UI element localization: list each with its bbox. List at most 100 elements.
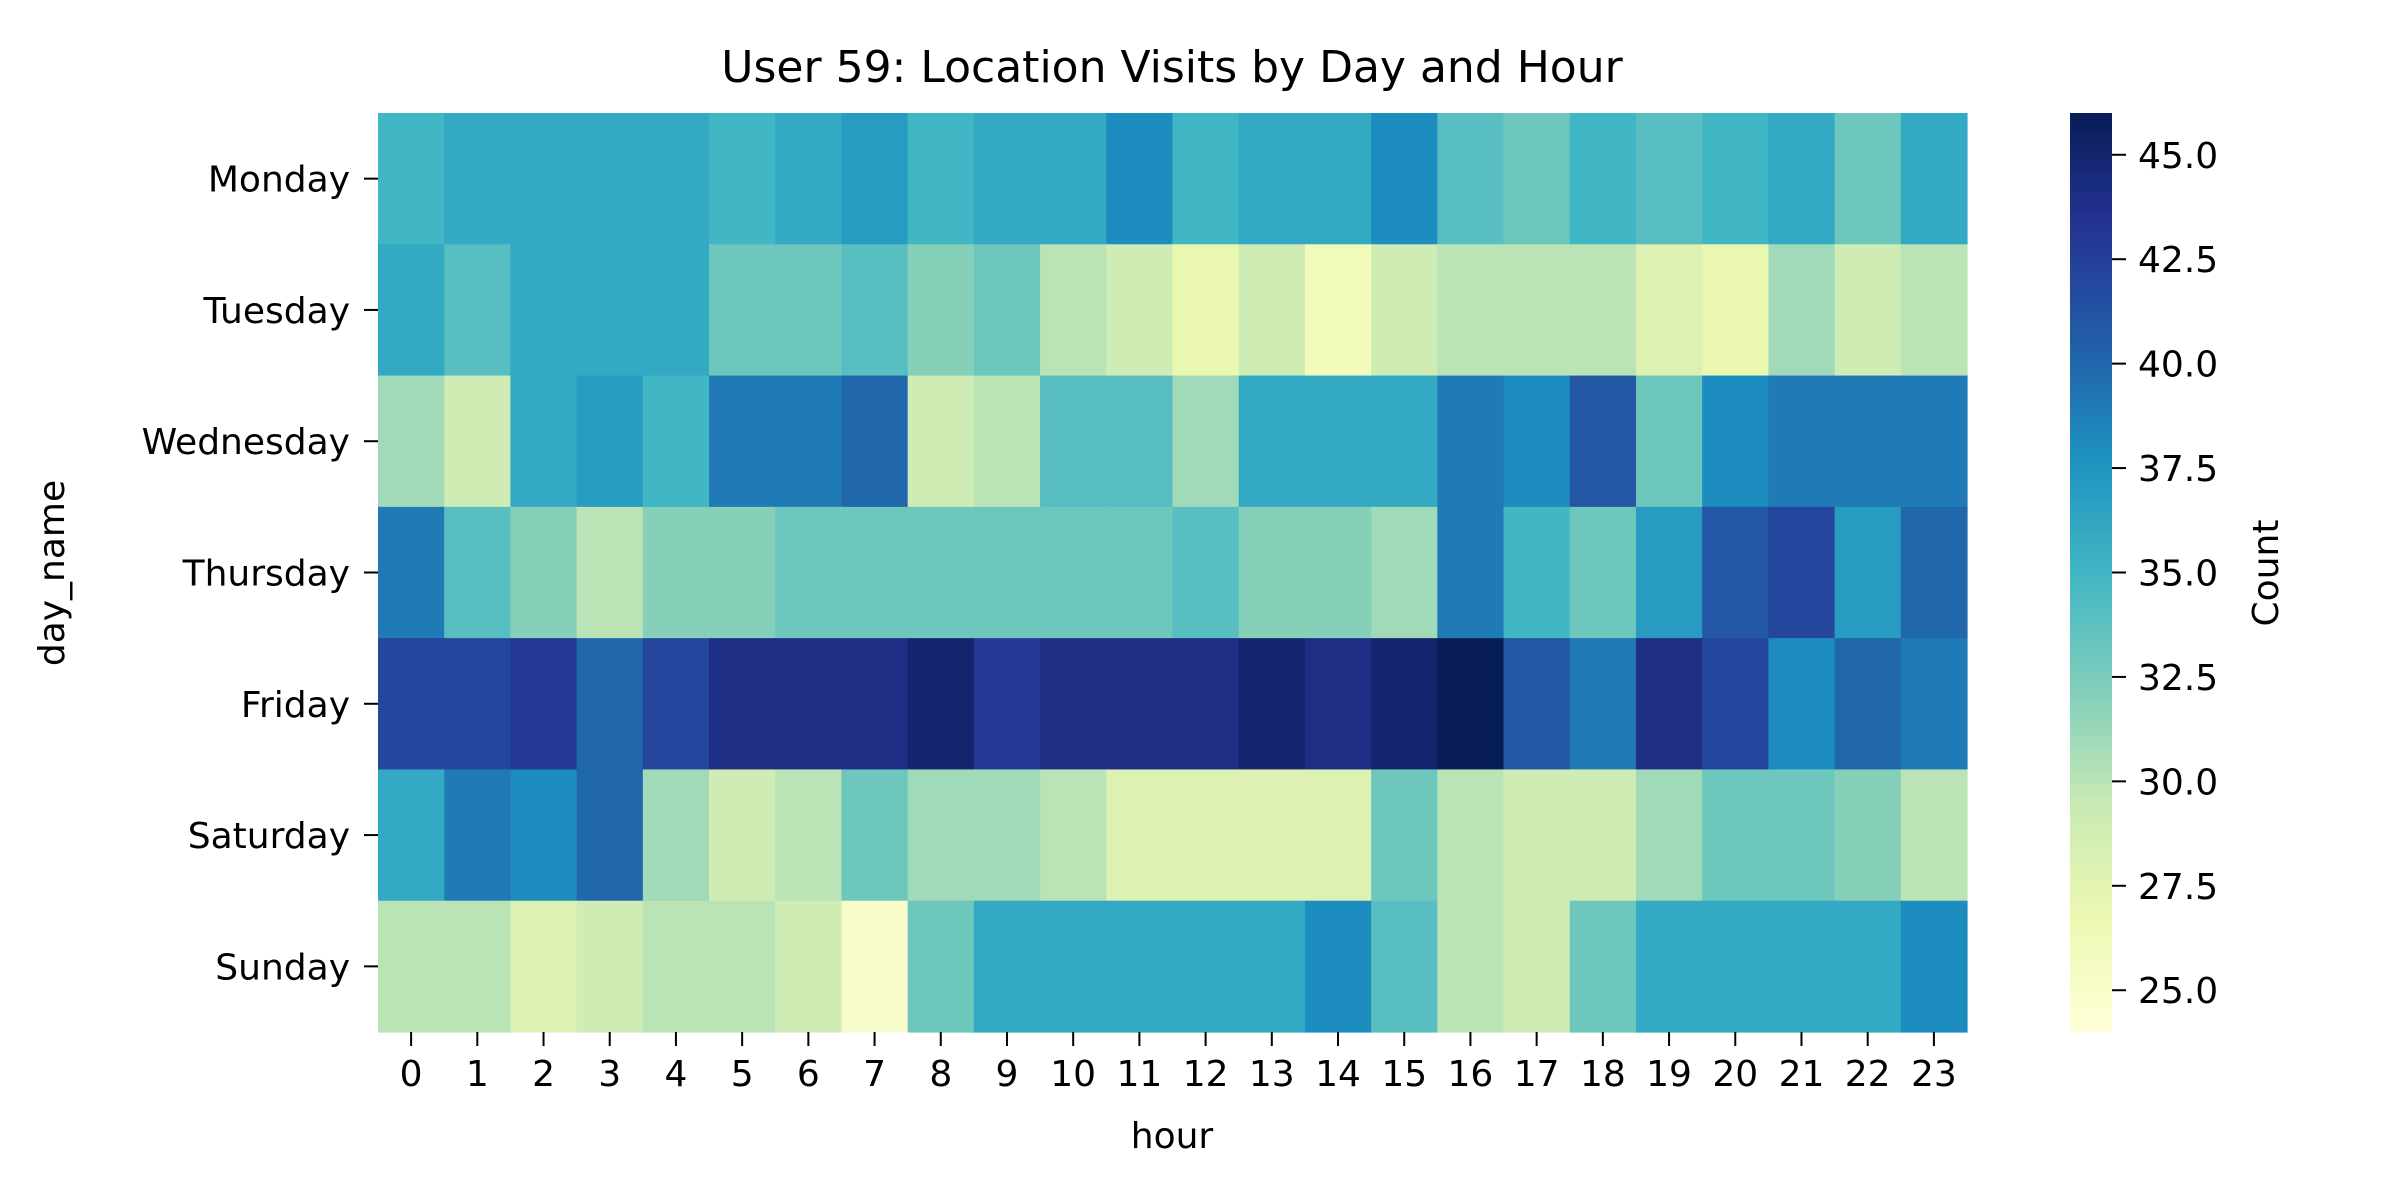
heatmap-cell	[642, 769, 710, 902]
heatmap-cell	[1702, 769, 1769, 902]
x-tick-label: 9	[996, 1054, 1019, 1095]
heatmap-cell	[1503, 506, 1571, 639]
heatmap-cell	[1371, 244, 1438, 377]
heatmap-cell	[1702, 375, 1769, 508]
heatmap-cell	[841, 375, 909, 508]
colorbar: 25.0 27.5 30.0 32.5 35.0 37.5 40.0 42.5 45.0	[2070, 113, 2218, 1032]
heatmap-cell	[1569, 244, 1637, 377]
heatmap-cell	[444, 244, 512, 377]
heatmap-cell	[378, 113, 445, 245]
x-tick-label: 12	[1183, 1054, 1229, 1095]
heatmap-cell	[576, 638, 644, 771]
y-tick-label: Sunday	[215, 947, 350, 988]
heatmap-cell	[1371, 769, 1438, 902]
heatmap-cell	[1569, 638, 1637, 771]
heatmap-cell	[378, 244, 445, 377]
heatmap-cell	[1304, 900, 1372, 1033]
y-tick-label: Wednesday	[142, 422, 350, 463]
heatmap-cell	[1834, 244, 1902, 377]
x-tick-label: 4	[664, 1054, 687, 1095]
heatmap-cell	[1040, 244, 1107, 377]
heatmap-cell	[775, 375, 843, 508]
heatmap-cell	[1106, 244, 1174, 377]
heatmap-cell	[1768, 375, 1836, 508]
x-axis: 0 1 2 3 4 5 6 7 8 9 10 11 12 13 14 15 16 17 18 19 20 21 22 23	[400, 1032, 1957, 1095]
heatmap-cell	[1503, 113, 1571, 245]
heatmap-cell	[1702, 113, 1769, 245]
heatmap-cell	[1371, 375, 1438, 508]
heatmap-cell	[510, 113, 578, 245]
x-tick-label: 10	[1050, 1054, 1096, 1095]
heatmap-cell	[642, 638, 710, 771]
heatmap-cell	[1371, 506, 1438, 639]
heatmap-cell	[1172, 244, 1240, 377]
heatmap-cell	[841, 113, 909, 245]
x-tick-label: 13	[1249, 1054, 1295, 1095]
heatmap-cell	[1569, 375, 1637, 508]
heatmap-cell	[1371, 113, 1438, 245]
heatmap-cell	[576, 900, 644, 1033]
y-axis-label: day_name	[32, 480, 73, 666]
heatmap-cell	[1238, 769, 1306, 902]
heatmap-cell	[1106, 375, 1174, 508]
heatmap-cell	[1238, 638, 1306, 771]
heatmap-cell	[1900, 244, 1968, 377]
y-tick-label: Friday	[241, 685, 350, 726]
heatmap-cell	[1172, 900, 1240, 1033]
heatmap-cell	[510, 900, 578, 1033]
heatmap-cell	[378, 638, 445, 771]
heatmap-cell	[709, 506, 776, 639]
heatmap-cell	[444, 900, 512, 1033]
heatmap-cell	[1635, 244, 1703, 377]
x-axis-label: hour	[1131, 1116, 1214, 1157]
x-tick-label: 6	[797, 1054, 820, 1095]
heatmap-cell	[1106, 769, 1174, 902]
x-tick-label: 20	[1712, 1054, 1758, 1095]
heatmap-cell	[709, 638, 776, 771]
colorbar-tick-label: 27.5	[2138, 867, 2218, 908]
heatmap-cell	[642, 113, 710, 245]
heatmap-cell	[1040, 638, 1107, 771]
colorbar-tick-label: 37.5	[2138, 449, 2218, 490]
heatmap-cell	[444, 638, 512, 771]
heatmap-cell	[1834, 900, 1902, 1033]
heatmap-cell	[973, 769, 1041, 902]
x-tick-label: 14	[1315, 1054, 1361, 1095]
heatmap-cell	[1304, 638, 1372, 771]
heatmap-cell	[775, 113, 843, 245]
colorbar-tick-label: 42.5	[2138, 240, 2218, 281]
colorbar-tick-label: 40.0	[2138, 345, 2218, 386]
heatmap-cell	[1106, 113, 1174, 245]
x-tick-label: 18	[1580, 1054, 1626, 1095]
chart-title: User 59: Location Visits by Day and Hour	[721, 42, 1623, 93]
heatmap-cell	[1768, 900, 1836, 1033]
heatmap-cell	[1040, 506, 1107, 639]
heatmap-cell	[1172, 769, 1240, 902]
heatmap-cell	[1304, 113, 1372, 245]
heatmap-cell	[841, 769, 909, 902]
heatmap-cell	[444, 113, 512, 245]
x-tick-label: 2	[532, 1054, 555, 1095]
heatmap-cell	[378, 769, 445, 902]
x-tick-label: 16	[1448, 1054, 1494, 1095]
heatmap-cell	[1437, 375, 1505, 508]
heatmap-cell	[1371, 900, 1438, 1033]
heatmap-cell	[1635, 638, 1703, 771]
heatmap-cell	[1635, 900, 1703, 1033]
heatmap-cell	[1106, 506, 1174, 639]
x-tick-label: 22	[1845, 1054, 1891, 1095]
heatmap-cell	[642, 506, 710, 639]
heatmap-cell	[907, 244, 975, 377]
heatmap-cell	[576, 506, 644, 639]
heatmap-cells	[378, 113, 1968, 1033]
heatmap-cell	[907, 506, 975, 639]
heatmap-cell	[378, 506, 445, 639]
colorbar-tick-label: 25.0	[2138, 971, 2218, 1012]
heatmap-cell	[1768, 244, 1836, 377]
heatmap-cell	[510, 244, 578, 377]
heatmap-cell	[378, 375, 445, 508]
heatmap-cell	[1238, 113, 1306, 245]
heatmap-cell	[1702, 638, 1769, 771]
heatmap-cell	[1437, 638, 1505, 771]
